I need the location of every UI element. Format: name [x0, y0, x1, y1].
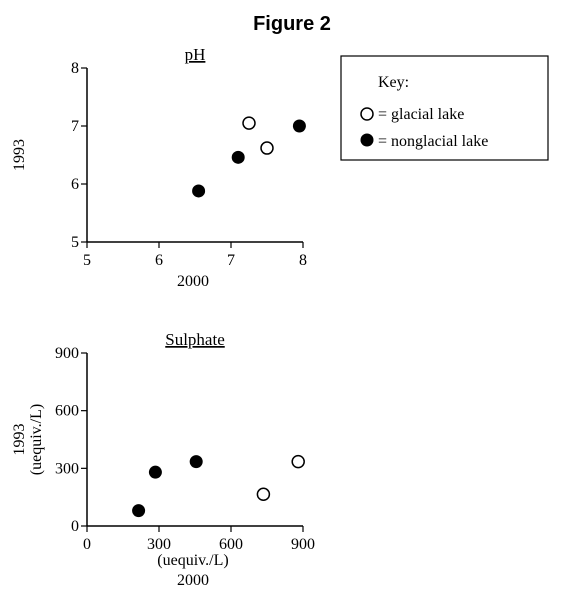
key-title: Key: — [378, 74, 409, 91]
ph-x-tick-label: 8 — [299, 252, 307, 269]
ph-x-tick-label: 7 — [227, 252, 235, 269]
sulphate-x-tick-label: 900 — [291, 536, 315, 553]
ph-point-nonglacial — [192, 184, 206, 198]
key-item-nonglacial: = nonglacial lake — [378, 133, 488, 150]
filled-circle-marker-icon — [360, 133, 374, 147]
ph-y-tick-label: 8 — [71, 60, 79, 77]
sulphate-y-tick-label: 600 — [55, 403, 79, 420]
chart-ph: pH 5 6 7 8 5 6 7 8 2000 1993 — [11, 45, 307, 290]
sulphate-y-tick-label: 900 — [55, 345, 79, 362]
sulphate-point-glacial — [256, 487, 271, 502]
sulphate-x-tick-label: 300 — [147, 536, 171, 553]
ph-chart-title: pH — [185, 45, 206, 64]
ph-y-tick-label: 6 — [71, 176, 79, 193]
ph-x-tick-label: 6 — [155, 252, 163, 269]
ph-y-axis-label: 1993 — [11, 139, 28, 171]
key-item-glacial: = glacial lake — [378, 106, 464, 123]
sulphate-chart-title: Sulphate — [165, 330, 225, 349]
sulphate-x-axis-label: (uequiv./L) — [157, 552, 228, 569]
ph-x-axis-label: 2000 — [177, 273, 209, 290]
chart-sulphate: Sulphate 0 300 600 900 0 300 600 900 (uequiv./L) 2… — [11, 330, 315, 589]
ph-y-tick-label: 7 — [71, 118, 79, 135]
sulphate-y-tick-label: 300 — [55, 460, 79, 477]
sulphate-y-axis-label: 1993 — [11, 424, 28, 456]
sulphate-point-nonglacial — [132, 504, 146, 518]
ph-x-tick-label: 5 — [83, 252, 91, 269]
sulphate-x-tick-label: 0 — [83, 536, 91, 553]
key-box: Key: = glacial lake = nonglacial lake — [340, 55, 549, 161]
sulphate-point-glacial — [291, 454, 305, 469]
sulphate-x-axis-label: 2000 — [177, 572, 209, 589]
sulphate-point-nonglacial — [189, 455, 203, 469]
sulphate-x-tick-label: 600 — [219, 536, 243, 553]
sulphate-y-tick-label: 0 — [71, 518, 79, 535]
ph-point-glacial — [260, 141, 274, 155]
sulphate-y-axis-label: (uequiv./L) — [28, 404, 45, 475]
ph-point-glacial — [242, 116, 256, 130]
open-circle-marker-icon — [360, 107, 374, 121]
sulphate-point-nonglacial — [148, 465, 162, 479]
ph-point-nonglacial — [292, 119, 306, 133]
figure-title: Figure 2 — [253, 13, 331, 35]
key-frame — [340, 55, 549, 161]
ph-y-tick-label: 5 — [71, 234, 79, 251]
ph-point-nonglacial — [231, 150, 245, 164]
